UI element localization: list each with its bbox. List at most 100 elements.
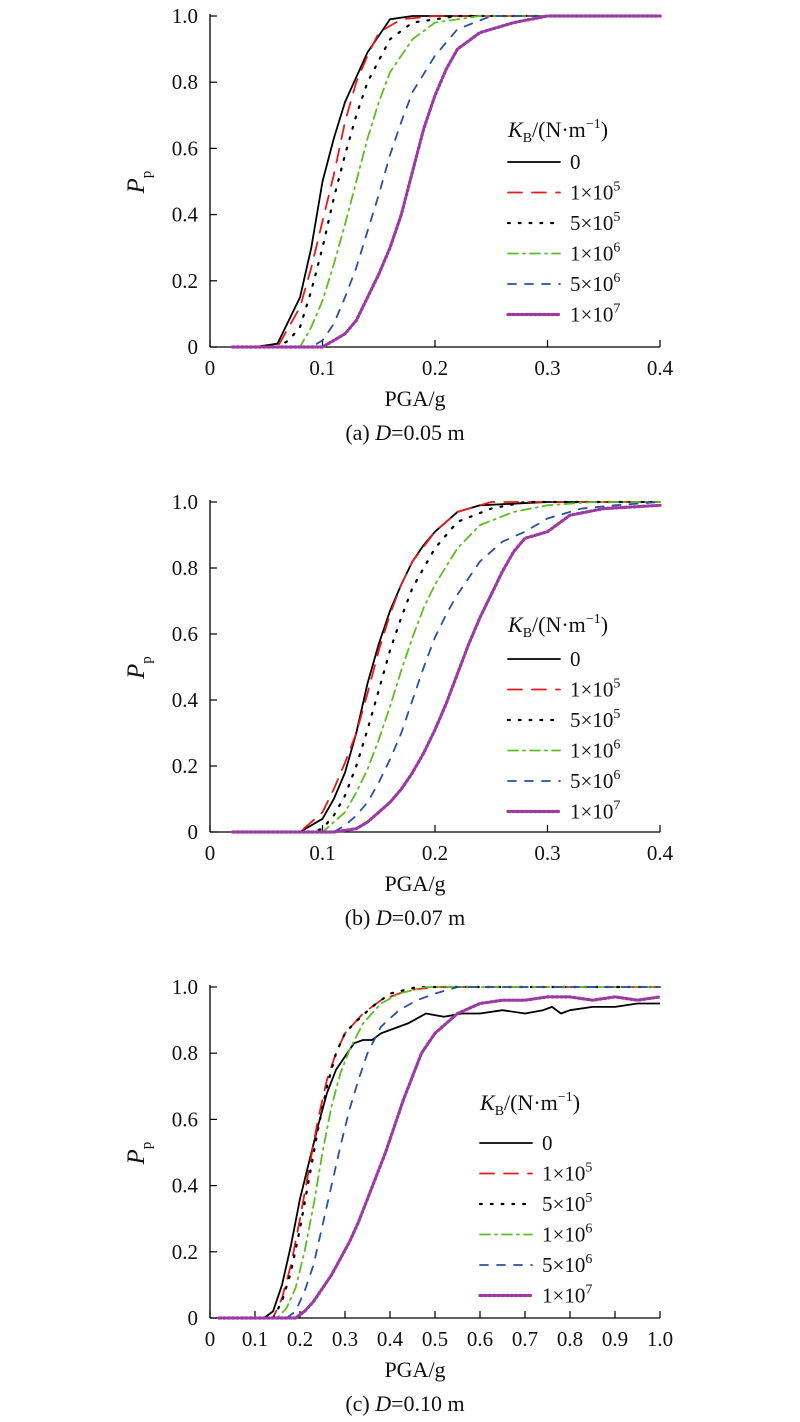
- x-tick-label: 0.1: [309, 841, 335, 865]
- x-tick-label: 0.2: [422, 356, 448, 380]
- legend-title-main: K: [507, 117, 524, 142]
- y-tick-label: 0.4: [172, 1174, 199, 1198]
- legend-label-base: 1×10: [542, 1284, 585, 1308]
- legend-title-close: ): [601, 612, 608, 637]
- x-tick-label: 0.3: [534, 841, 560, 865]
- y-axis-label: Pp: [123, 1142, 155, 1166]
- x-tick-label: 0: [205, 356, 216, 380]
- caption-variable: D: [374, 1391, 391, 1416]
- legend-label: 0: [542, 1131, 553, 1155]
- legend-title-unit: /(N·m: [504, 1090, 558, 1115]
- y-tick-label: 0.8: [172, 70, 198, 94]
- legend-title-sub: B: [495, 1104, 504, 1119]
- series-line: [231, 501, 661, 833]
- legend-label-exponent: 7: [613, 799, 620, 814]
- legend-label-base: 1×10: [570, 181, 613, 205]
- legend-label-exponent: 5: [613, 677, 620, 692]
- y-axis-label: Pp: [123, 656, 155, 680]
- legend-label-exponent: 6: [613, 271, 620, 286]
- legend-label-base: 1×10: [570, 242, 613, 266]
- series-line: [231, 500, 662, 834]
- legend-label-exponent: 5: [585, 1191, 592, 1206]
- legend-title-unit: /(N·m: [532, 612, 586, 637]
- chart-panel: 0 0.2 0.4 0.6 0.8 1.0 0 0.1 0.2 0.3 0.4 0.5 0.6 0.7 0.…: [123, 975, 673, 1416]
- legend-label: 5×106: [570, 271, 620, 296]
- legend-label: 5×105: [570, 707, 620, 732]
- chart-caption: (b) D=0.07 m: [345, 905, 466, 930]
- y-axis-label-main: P: [123, 664, 150, 680]
- legend-label-exponent: 7: [585, 1283, 592, 1298]
- series-line: [231, 15, 661, 348]
- chart-panel: 0 0.2 0.4 0.6 0.8 1.0 0 0.1 0.2 0.3 0.4 PGA/g Pp (a) …: [123, 4, 674, 445]
- series-line: [230, 14, 662, 349]
- x-tick-label: 1.0: [647, 1327, 673, 1351]
- x-tick-label: 0.6: [467, 1327, 493, 1351]
- x-tick-label: 0.8: [557, 1327, 583, 1351]
- y-tick-label: 0.6: [172, 622, 198, 646]
- legend-title-sup: −1: [586, 117, 601, 132]
- y-tick-label: 0: [188, 1306, 199, 1330]
- caption-variable: D: [374, 420, 391, 445]
- series-line: [218, 986, 661, 1319]
- legend-label-base: 5×10: [570, 708, 613, 732]
- legend-label: 5×105: [570, 210, 620, 235]
- y-tick-label: 0.2: [172, 269, 198, 293]
- legend-label-exponent: 6: [585, 1222, 592, 1237]
- legend-label-exponent: 5: [613, 180, 620, 195]
- y-tick-label: 0.4: [172, 688, 199, 712]
- legend-title-sub: B: [523, 626, 532, 641]
- y-axis-label-sub: p: [139, 656, 155, 664]
- legend-title-sup: −1: [586, 612, 601, 627]
- x-tick-label: 0.1: [309, 356, 335, 380]
- x-axis-label: PGA/g: [384, 386, 445, 411]
- legend-label: 1×106: [570, 738, 620, 763]
- legend-label-base: 5×10: [570, 769, 613, 793]
- legend-label-base: 1×10: [570, 678, 613, 702]
- legend-label-base: 1×10: [570, 800, 613, 824]
- legend-label-exponent: 6: [585, 1252, 592, 1267]
- legend-label: 1×105: [570, 677, 620, 702]
- y-tick-label: 0.6: [172, 136, 198, 160]
- y-tick-label: 1.0: [172, 4, 198, 28]
- x-tick-label: 0.4: [647, 841, 674, 865]
- legend-label: 1×107: [542, 1283, 592, 1308]
- legend-label-exponent: 5: [585, 1161, 592, 1176]
- legend-label: 0: [570, 150, 581, 174]
- legend-label-exponent: 7: [613, 302, 620, 317]
- legend-label: 5×105: [542, 1191, 592, 1216]
- legend-label: 1×107: [570, 302, 620, 327]
- caption-suffix: =0.07 m: [392, 905, 466, 930]
- legend-label: 0: [570, 647, 581, 671]
- series-line: [218, 986, 661, 1319]
- caption-variable: D: [375, 905, 392, 930]
- series-line: [231, 501, 661, 833]
- x-tick-label: 0: [205, 841, 216, 865]
- y-axis-label-main: P: [123, 178, 150, 194]
- legend-label-exponent: 5: [613, 707, 620, 722]
- y-tick-label: 0.6: [172, 1107, 198, 1131]
- legend-label-exponent: 5: [613, 210, 620, 225]
- x-tick-label: 0.2: [287, 1327, 313, 1351]
- legend-label-exponent: 6: [613, 738, 620, 753]
- x-tick-label: 0.4: [377, 1327, 404, 1351]
- y-tick-label: 0.8: [172, 1041, 198, 1065]
- chart-caption: (c) D=0.10 m: [345, 1391, 464, 1416]
- y-axis-label-sub: p: [139, 1142, 155, 1150]
- legend-label-base: 1×10: [542, 1162, 585, 1186]
- legend-label: 1×105: [542, 1161, 592, 1186]
- series-line: [231, 501, 661, 833]
- series-line: [232, 15, 660, 348]
- caption-suffix: =0.05 m: [391, 420, 465, 445]
- chart-panel: 0 0.2 0.4 0.6 0.8 1.0 0 0.1 0.2 0.3 0.4 PGA/g Pp (b) …: [123, 490, 674, 930]
- series-line: [217, 985, 662, 1320]
- legend-title: KB/(N·m−1): [507, 612, 608, 641]
- legend-title-main: K: [479, 1090, 496, 1115]
- x-tick-label: 0.5: [422, 1327, 448, 1351]
- y-tick-label: 0: [188, 820, 199, 844]
- legend-label-base: 5×10: [570, 211, 613, 235]
- series-line: [231, 14, 662, 349]
- y-tick-label: 1.0: [172, 975, 198, 999]
- legend-label-base: 1×10: [570, 739, 613, 763]
- legend-title-close: ): [601, 117, 608, 142]
